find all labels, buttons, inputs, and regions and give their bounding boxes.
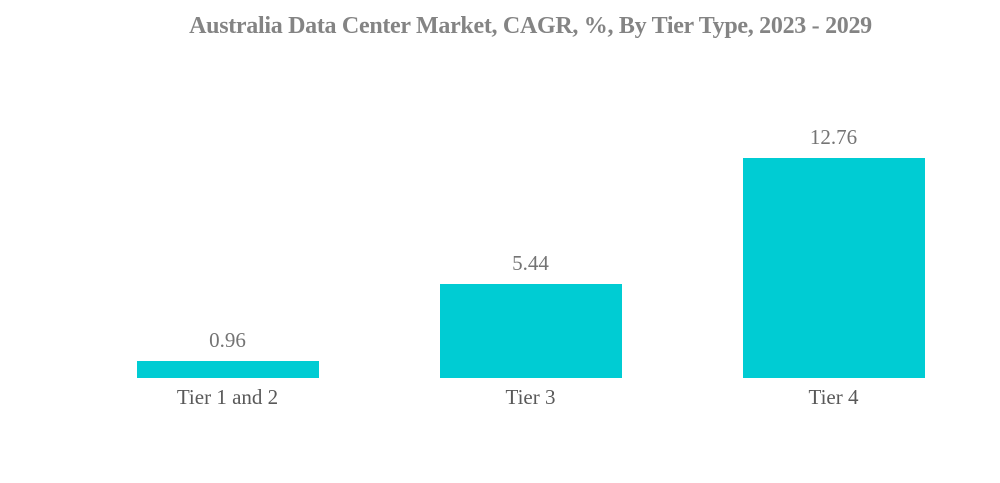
bar-value-label: 12.76 [809, 125, 858, 149]
bar [742, 158, 925, 378]
bar [439, 284, 622, 378]
bar-value-label: 5.44 [512, 251, 549, 275]
category-label: Tier 3 [505, 385, 556, 409]
chart-title: Australia Data Center Market, CAGR, %, B… [189, 13, 872, 39]
bar-group: 12.76 Tier 4 [682, 0, 985, 408]
bar-group: 5.44 Tier 3 [379, 0, 682, 408]
bar-value-label: 0.96 [209, 328, 246, 352]
category-label: Tier 1 and 2 [176, 385, 279, 409]
bar-group: 0.96 Tier 1 and 2 [76, 0, 379, 408]
category-label: Tier 4 [808, 385, 859, 409]
bar [136, 361, 319, 378]
bar-chart: 0.96 Tier 1 and 2 5.44 Tier 3 12.76 Tier 4 [76, 0, 985, 408]
